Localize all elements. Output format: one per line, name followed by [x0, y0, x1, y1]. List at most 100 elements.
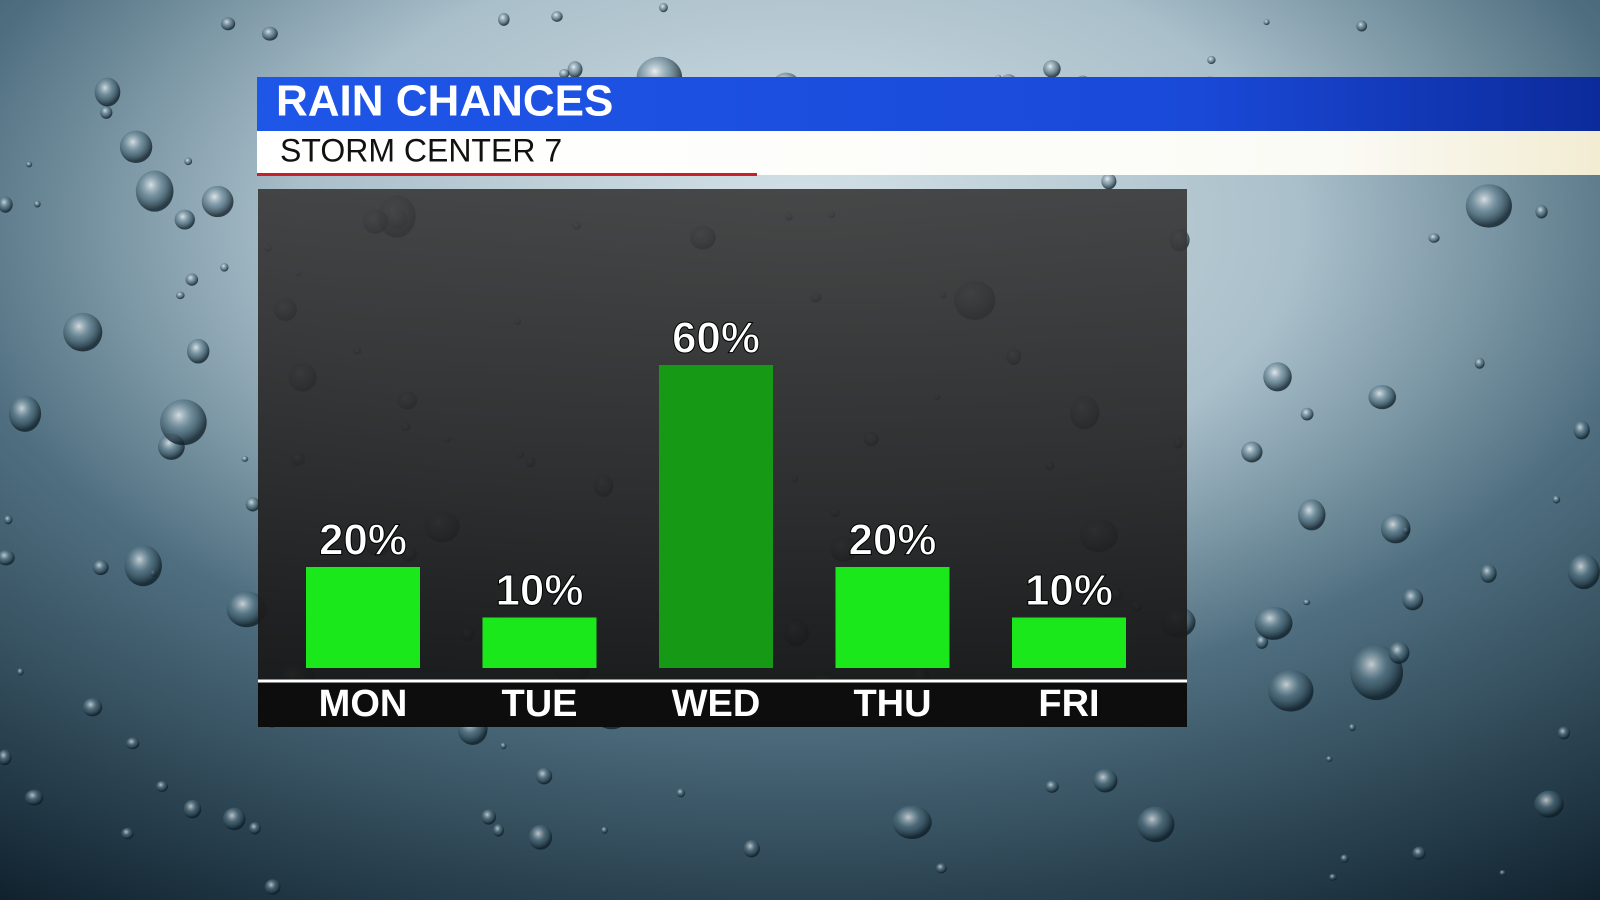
raindrop	[241, 456, 249, 462]
raindrop	[220, 17, 236, 31]
raindrop	[25, 789, 44, 806]
raindrop	[94, 77, 121, 107]
raindrop	[1552, 495, 1561, 504]
plot: 20% MON 10% TUE 60% WED 20% THU 10% FRI	[306, 313, 1126, 725]
raindrop	[1045, 780, 1059, 793]
raindrop	[1325, 755, 1333, 762]
raindrop	[3, 515, 13, 525]
raindrop	[126, 737, 140, 750]
raindrop	[743, 839, 760, 858]
raindrop	[1137, 806, 1175, 843]
raindrop	[528, 824, 553, 850]
raindrop	[119, 130, 153, 163]
raindrop	[63, 312, 103, 352]
category-label: FRI	[1038, 683, 1099, 725]
raindrop	[1557, 726, 1570, 740]
bar	[835, 567, 950, 668]
raindrop	[1254, 606, 1293, 640]
raindrop	[33, 200, 41, 208]
raindrop	[0, 549, 15, 566]
raindrop	[1428, 233, 1440, 243]
raindrop	[498, 12, 510, 26]
raindrop	[155, 780, 169, 792]
raindrop	[1340, 854, 1349, 863]
raindrop	[1402, 588, 1424, 611]
title: RAIN CHANCES	[276, 77, 613, 126]
raindrop	[935, 863, 947, 874]
raindrop	[1101, 173, 1117, 190]
raindrop	[1499, 870, 1506, 876]
raindrop	[160, 399, 207, 446]
raindrop	[1380, 514, 1411, 544]
raindrop	[1043, 60, 1061, 78]
raindrop	[82, 698, 103, 717]
raindrop	[481, 809, 497, 825]
raindrop	[92, 559, 109, 576]
raindrop	[1241, 441, 1263, 463]
raindrop	[226, 591, 267, 628]
raindrop	[1412, 846, 1426, 860]
raindrop	[176, 291, 185, 300]
raindrop	[1535, 204, 1548, 219]
raindrop	[100, 106, 113, 119]
accent-line	[257, 173, 757, 176]
raindrop	[1474, 357, 1485, 369]
raindrop	[1298, 499, 1326, 531]
raindrop	[1534, 790, 1564, 818]
raindrop	[1300, 407, 1314, 421]
raindrop	[0, 749, 12, 766]
raindrop	[261, 26, 278, 41]
category-label: TUE	[502, 683, 578, 725]
raindrop	[186, 338, 210, 364]
category-label: THU	[853, 683, 931, 725]
raindrop	[1348, 723, 1356, 732]
title-band	[257, 77, 1600, 131]
raindrop	[892, 805, 932, 840]
raindrop	[1567, 554, 1600, 590]
raindrop	[500, 742, 507, 750]
raindrop	[264, 879, 281, 895]
raindrop	[220, 262, 229, 272]
raindrop	[124, 545, 162, 587]
raindrop	[17, 668, 24, 676]
raindrop	[183, 799, 202, 819]
raindrop	[1303, 599, 1311, 606]
raindrop	[245, 497, 260, 512]
raindrop	[248, 822, 261, 835]
raindrop	[185, 273, 199, 286]
value-label: 10%	[1025, 566, 1113, 615]
raindrop	[135, 170, 174, 212]
raindrop	[25, 161, 33, 168]
raindrop	[223, 807, 246, 831]
raindrop	[1093, 768, 1118, 793]
value-label: 20%	[319, 516, 407, 565]
raindrop	[1388, 641, 1410, 664]
raindrop	[659, 2, 668, 13]
bar	[659, 365, 773, 668]
bar	[306, 567, 420, 668]
raindrop	[184, 157, 193, 166]
raindrop	[1465, 184, 1512, 228]
raindrop	[8, 395, 42, 432]
raindrop	[567, 61, 583, 78]
raindrop	[676, 788, 686, 798]
raindrop	[1263, 362, 1292, 392]
value-label: 10%	[495, 566, 583, 615]
value-label: 20%	[848, 516, 936, 565]
raindrop	[601, 826, 608, 834]
subtitle: STORM CENTER 7	[280, 132, 562, 168]
raindrop	[1573, 420, 1590, 440]
value-label: 60%	[672, 314, 760, 363]
bar	[1012, 617, 1126, 668]
raindrop	[551, 11, 563, 22]
raindrop	[121, 827, 134, 840]
raindrop	[1368, 385, 1397, 410]
raindrop	[1356, 20, 1368, 32]
raindrop	[535, 767, 553, 785]
category-label: MON	[319, 683, 408, 725]
raindrop	[1207, 55, 1216, 65]
raindrop	[1263, 19, 1270, 26]
raindrop	[1255, 634, 1269, 649]
raindrop	[1350, 645, 1403, 701]
